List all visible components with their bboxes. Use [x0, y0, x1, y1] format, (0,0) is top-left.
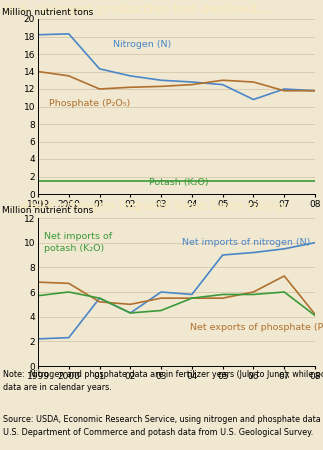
Text: Net imports of nitrogen (N): Net imports of nitrogen (N) [182, 238, 310, 247]
Text: U.S. nitrogen production has declined...: U.S. nitrogen production has declined... [5, 4, 271, 17]
Text: Million nutrient tons: Million nutrient tons [2, 8, 93, 17]
Text: Net exports of phosphate (P₂O₅): Net exports of phosphate (P₂O₅) [190, 324, 323, 333]
Text: Note:  Nitrogen and phosphate data are in fertilizer years (July to June), while: Note: Nitrogen and phosphate data are in… [3, 370, 323, 392]
Text: Net imports of
potash (K₂O): Net imports of potash (K₂O) [44, 233, 112, 252]
Text: Potash (K₂O): Potash (K₂O) [149, 178, 208, 187]
Text: Million nutrient tons: Million nutrient tons [2, 206, 93, 215]
Text: Nitrogen (N): Nitrogen (N) [113, 40, 171, 49]
Text: Phosphate (P₂O₅): Phosphate (P₂O₅) [49, 99, 130, 108]
Text: Source: USDA, Economic Research Service, using nitrogen and phosphate data from
: Source: USDA, Economic Research Service,… [3, 415, 323, 437]
Text: ...while nitrogen imports have been rising: ...while nitrogen imports have been risi… [5, 199, 285, 212]
